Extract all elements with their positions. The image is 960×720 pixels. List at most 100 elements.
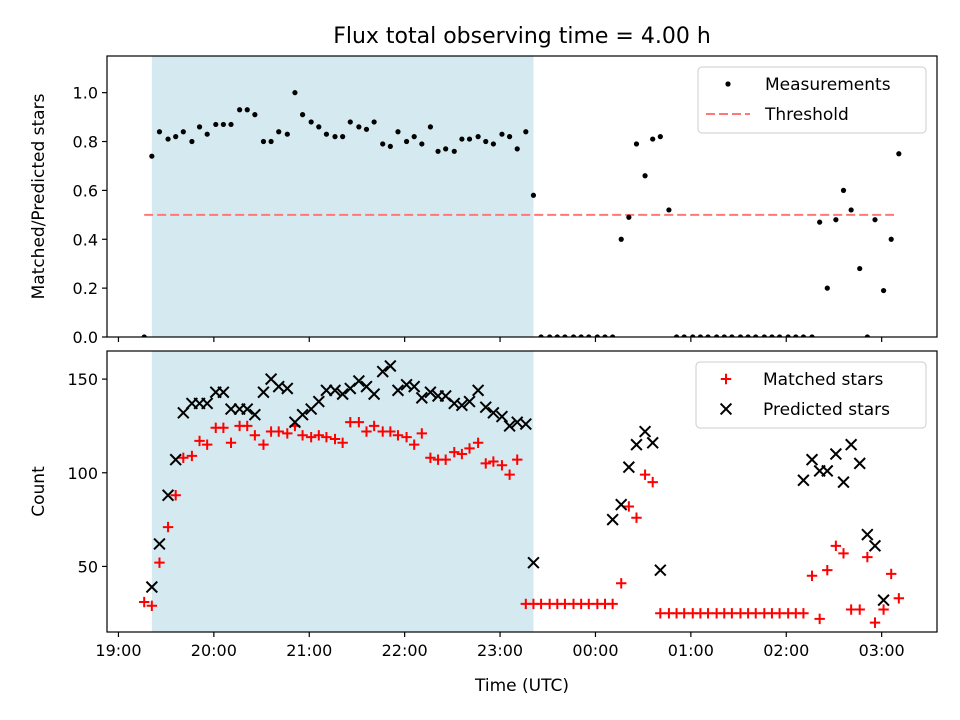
measurements-point [896, 151, 902, 157]
predicted-stars-point [868, 539, 882, 552]
x-tick-label: 21:00 [286, 641, 332, 660]
measurements-point [483, 138, 489, 145]
matched-stars-point [639, 469, 651, 480]
predicted-stars-point [837, 476, 850, 489]
measurements-point [880, 287, 887, 294]
matched-stars-point [456, 448, 468, 460]
y-tick-label: 0.2 [73, 279, 98, 298]
measurements-point [237, 107, 243, 113]
matched-stars-point [616, 578, 627, 589]
measurements-point [697, 334, 704, 337]
measurements-point [840, 187, 847, 193]
matched-stars-point [194, 435, 205, 447]
measurements-point [594, 334, 600, 337]
measurements-point [793, 334, 799, 337]
measurements-point [165, 136, 171, 142]
matched-stars-point [480, 458, 491, 469]
measurements-point [729, 334, 735, 337]
matched-stars-point [297, 430, 308, 441]
predicted-stars-point [161, 489, 175, 502]
predicted-stars-point [829, 447, 842, 461]
measurements-point [260, 138, 267, 145]
legend-box [697, 66, 927, 134]
x-tick-label: 22:00 [382, 641, 428, 660]
measurements-point [475, 134, 481, 140]
matched-stars-point [854, 604, 865, 615]
measurements-point [173, 134, 179, 140]
matched-stars-point [178, 452, 189, 463]
measurements-point [371, 119, 377, 125]
measurements-point [196, 124, 203, 130]
matched-stars-point [305, 431, 317, 443]
measurements-point [141, 334, 147, 337]
bottom-y-axis-label: Count [29, 466, 49, 517]
measurements-point [618, 236, 624, 242]
y-tick-label: 1.0 [73, 84, 98, 103]
predicted-stars-point [281, 382, 294, 395]
matched-stars-point [162, 521, 174, 533]
predicted-stars-point [519, 417, 532, 431]
predicted-stars-point [424, 386, 437, 399]
x-tick-label: 19:00 [95, 641, 141, 660]
predicted-stars-point [845, 438, 858, 451]
measurements-point [761, 334, 767, 337]
bottom-axes-frame [106, 350, 938, 633]
predicted-stars-point [479, 401, 492, 414]
matched-stars-point [258, 439, 269, 450]
matched-stars-point [201, 439, 213, 450]
measurements-point [776, 334, 783, 337]
measurements-point [666, 207, 672, 213]
y-tick-label: 0.8 [73, 133, 98, 152]
predicted-stars-point [352, 374, 365, 388]
predicted-stars-point [415, 391, 428, 404]
measurements-point [721, 334, 727, 337]
matched-stars-point [631, 512, 642, 523]
predicted-stars-point [472, 384, 485, 397]
matched-stars-point [488, 456, 499, 467]
measurements-point [387, 143, 393, 150]
measurements-point [284, 131, 290, 137]
measurements-point [800, 334, 807, 337]
bottom-data-layer [139, 359, 905, 628]
predicted-stars-point [368, 387, 381, 401]
predicted-stars-point [336, 387, 349, 401]
matched-stars-point [496, 460, 508, 471]
measurements-point [888, 236, 894, 242]
measurements-point [578, 334, 584, 337]
matched-stars-point [392, 430, 404, 441]
predicted-stars-point [257, 386, 270, 399]
measurements-point [435, 148, 441, 154]
predicted-stars-point [853, 457, 866, 470]
measurements-point [276, 129, 282, 135]
matched-stars-point [282, 428, 293, 439]
matched-stars-point [361, 426, 372, 437]
matched-stars-point [353, 416, 365, 428]
measurements-point [490, 141, 496, 147]
predicted-stars-point [169, 453, 182, 466]
measurements-point [363, 126, 370, 132]
x-tick-label: 23:00 [477, 641, 523, 660]
measurements-point [554, 334, 560, 337]
measurements-point [252, 112, 258, 118]
measurements-point [547, 334, 553, 337]
y-tick-label: 50 [78, 557, 98, 576]
measurements-point [340, 134, 346, 140]
top-shaded-span [151, 56, 534, 337]
measurements-point [332, 134, 338, 140]
measurements-point [427, 124, 434, 130]
matched-stars-point [806, 570, 818, 581]
predicted-stars-point [448, 397, 461, 410]
measurements-point [650, 136, 656, 142]
measurements-point [681, 334, 687, 337]
measurements-point [499, 131, 505, 137]
legend-matched-swatch [720, 373, 732, 385]
top-panel: 0.0 0.2 0.4 0.6 0.8 1.0 Matched/Predicted star… [29, 55, 938, 347]
matched-stars-point [186, 450, 198, 462]
matched-stars-point [464, 443, 475, 454]
predicted-stars-point [391, 384, 405, 397]
predicted-stars-point [145, 580, 158, 594]
matched-stars-point [242, 420, 253, 432]
predicted-stars-point [312, 395, 325, 408]
predicted-stars-point [654, 564, 667, 577]
matched-stars-point [408, 439, 420, 450]
